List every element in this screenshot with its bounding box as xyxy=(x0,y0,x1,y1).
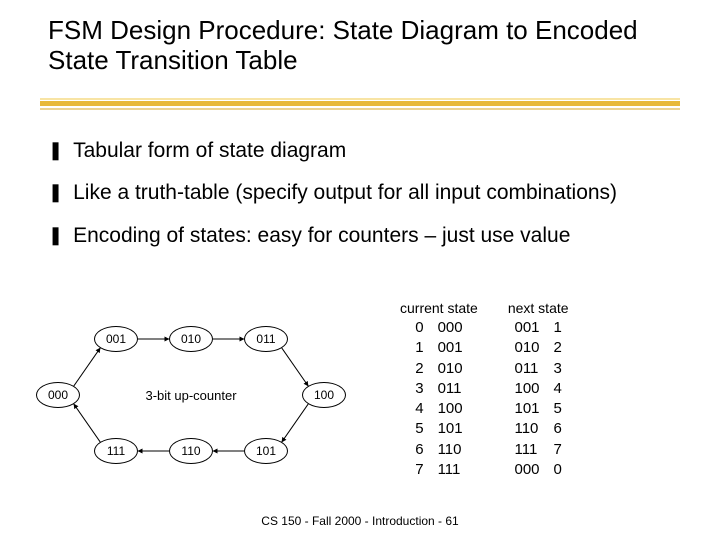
table-cell: 011 xyxy=(514,359,538,379)
bullet-list: ❚ Tabular form of state diagram ❚ Like a… xyxy=(48,138,690,265)
state-node: 101 xyxy=(244,438,288,464)
state-edge xyxy=(74,404,100,442)
table-header-next: next state xyxy=(508,300,569,316)
table-cell: 0 xyxy=(554,460,562,480)
table-cell: 5 xyxy=(554,399,562,419)
state-diagram: 000 001 010 011 100 101 110 111 3-bit up-counte… xyxy=(36,320,346,490)
table-subcol-next: 001010011100101110111000 xyxy=(514,318,539,480)
bullet-text: Encoding of states: easy for counters – … xyxy=(73,223,570,249)
diagram-caption: 3-bit up-counter xyxy=(131,388,251,403)
table-cell: 111 xyxy=(514,440,537,460)
state-node: 011 xyxy=(244,326,288,352)
state-node: 010 xyxy=(169,326,213,352)
divider-graphic xyxy=(40,98,680,110)
table-cell: 010 xyxy=(514,338,539,358)
table-subcol-nindex: 12345670 xyxy=(554,318,562,480)
page-title: FSM Design Procedure: State Diagram to E… xyxy=(48,16,680,76)
table-subcol-current: 000001010011100101110111 xyxy=(438,318,463,480)
table-cell: 001 xyxy=(514,318,539,338)
table-cell: 001 xyxy=(438,338,463,358)
table-cell: 111 xyxy=(438,460,461,480)
bullet-text: Tabular form of state diagram xyxy=(73,138,346,164)
state-node: 001 xyxy=(94,326,138,352)
transition-table: current state 01234567 00000101001110010… xyxy=(400,300,569,480)
table-col-next: next state 001010011100101110111000 1234… xyxy=(508,300,569,480)
table-cell: 5 xyxy=(415,419,423,439)
table-cell: 000 xyxy=(438,318,463,338)
state-edge xyxy=(282,404,308,442)
table-cell: 4 xyxy=(554,379,562,399)
table-cell: 110 xyxy=(514,419,538,439)
table-col-current: current state 01234567 00000101001110010… xyxy=(400,300,478,480)
bullet-item: ❚ Tabular form of state diagram xyxy=(48,138,690,164)
table-cell: 7 xyxy=(415,460,423,480)
bullet-glyph-icon: ❚ xyxy=(48,223,63,248)
table-cell: 110 xyxy=(438,440,462,460)
table-cell: 0 xyxy=(415,318,423,338)
table-cell: 7 xyxy=(554,440,562,460)
table-header-current: current state xyxy=(400,300,478,316)
table-cell: 3 xyxy=(554,359,562,379)
table-cell: 101 xyxy=(514,399,539,419)
state-node: 100 xyxy=(302,382,346,408)
table-cell: 6 xyxy=(554,419,562,439)
table-cell: 6 xyxy=(415,440,423,460)
bullet-item: ❚ Like a truth-table (specify output for… xyxy=(48,180,690,206)
state-edge xyxy=(282,348,308,386)
table-cell: 010 xyxy=(438,359,463,379)
state-edge xyxy=(74,348,100,386)
table-cell: 1 xyxy=(415,338,423,358)
bullet-item: ❚ Encoding of states: easy for counters … xyxy=(48,223,690,249)
table-cell: 1 xyxy=(554,318,562,338)
table-cell: 4 xyxy=(415,399,423,419)
bullet-glyph-icon: ❚ xyxy=(48,180,63,205)
table-cell: 000 xyxy=(514,460,539,480)
page-footer: CS 150 - Fall 2000 - Introduction - 61 xyxy=(0,514,720,528)
state-node: 000 xyxy=(36,382,80,408)
table-cell: 3 xyxy=(415,379,423,399)
table-cell: 101 xyxy=(438,419,463,439)
table-cell: 011 xyxy=(438,379,462,399)
table-subcol-index: 01234567 xyxy=(415,318,423,480)
state-node: 110 xyxy=(169,438,213,464)
table-cell: 100 xyxy=(514,379,539,399)
state-node: 111 xyxy=(94,438,138,464)
table-cell: 2 xyxy=(554,338,562,358)
bullet-glyph-icon: ❚ xyxy=(48,138,63,163)
table-cell: 100 xyxy=(438,399,463,419)
bullet-text: Like a truth-table (specify output for a… xyxy=(73,180,617,206)
table-cell: 2 xyxy=(415,359,423,379)
